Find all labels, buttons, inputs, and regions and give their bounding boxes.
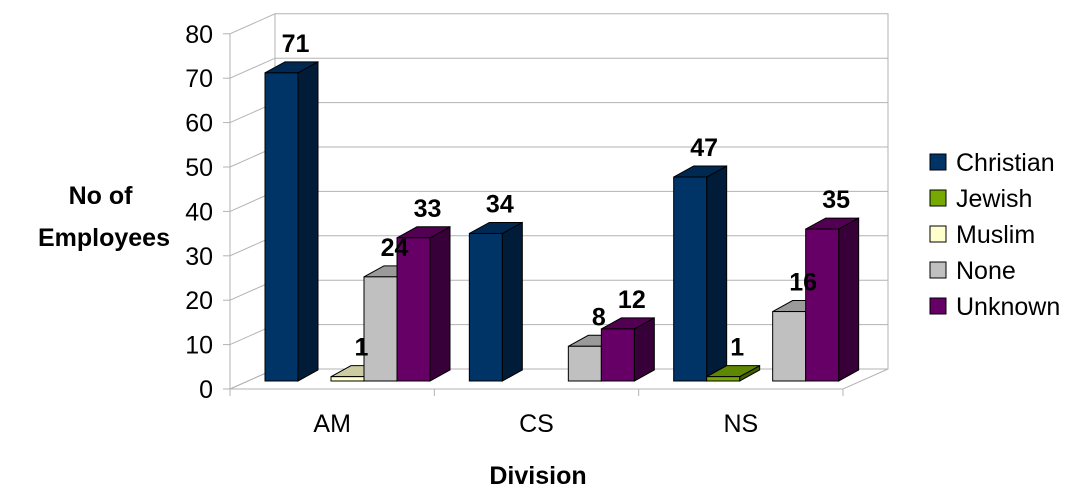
y-tick-label: 70 [185, 65, 213, 93]
bar-front [772, 311, 807, 382]
bar-side [501, 221, 523, 382]
y-axis-title-line-1: No of [69, 182, 134, 210]
data-label: 35 [822, 186, 850, 214]
bar-side [838, 217, 860, 382]
legend-swatch [929, 153, 947, 171]
y-tick-label: 30 [185, 243, 213, 271]
bar-front [706, 376, 741, 382]
bar-front [396, 237, 431, 382]
gridline [229, 57, 888, 79]
legend-item-jewish: Jewish [929, 185, 1032, 213]
bar-christian-ns [673, 165, 728, 382]
legend-swatch [929, 297, 947, 315]
bar-front [330, 376, 365, 382]
y-tick-label: 40 [185, 198, 213, 226]
y-tick-label: 50 [185, 154, 213, 182]
legend-label: Muslim [956, 221, 1035, 249]
data-label: 16 [789, 269, 817, 297]
y-axis-title-line-2: Employees [38, 224, 170, 252]
legend-label: None [956, 257, 1016, 285]
data-label: 24 [381, 234, 409, 262]
legend-item-unknown: Unknown [929, 293, 1060, 321]
bar-jewish-ns [706, 364, 761, 382]
bar-front [600, 328, 635, 382]
y-tick-label: 0 [199, 376, 213, 404]
y-axis-ticks: 0 10 20 30 40 50 60 70 80 [185, 21, 230, 404]
bars [264, 61, 860, 382]
bar-front [363, 276, 398, 382]
legend-label: Jewish [956, 185, 1032, 213]
x-tick-label: NS [723, 410, 758, 438]
bar-front [468, 232, 503, 382]
gridline [229, 190, 888, 212]
x-tick-label: CS [519, 410, 554, 438]
legend-swatch [929, 225, 947, 243]
bar-unknown-ns [805, 217, 860, 382]
bar-unknown-am [396, 225, 451, 382]
y-tick-label: 60 [185, 110, 213, 138]
x-tick-label: AM [313, 410, 351, 438]
bar-side [706, 165, 728, 382]
bar-front [673, 176, 708, 382]
data-label: 1 [355, 334, 369, 362]
bar-side [297, 61, 319, 382]
x-axis-ticks: AM CS NS [229, 389, 844, 438]
legend-label: Christian [956, 149, 1055, 177]
legend-swatch [929, 189, 947, 207]
data-label: 47 [690, 134, 718, 162]
y-axis-title: No of Employees [38, 182, 170, 252]
y-tick-label: 80 [185, 21, 213, 49]
bar-front [805, 228, 840, 382]
x-axis-title: Division [489, 462, 586, 490]
legend: Christian Jewish Muslim None Unknown [929, 149, 1060, 321]
legend-item-none: None [929, 257, 1016, 285]
data-label: 33 [414, 195, 442, 223]
y-tick-label: 20 [185, 287, 213, 315]
bar-front [264, 72, 299, 382]
data-label: 1 [730, 334, 744, 362]
bar-side [429, 225, 451, 382]
legend-item-muslim: Muslim [929, 221, 1035, 249]
gridline [229, 146, 888, 168]
gridlines [229, 57, 888, 346]
data-label: 8 [592, 303, 606, 331]
legend-item-christian: Christian [929, 149, 1055, 177]
gridline [229, 102, 888, 124]
y-tick-label: 10 [185, 332, 213, 360]
data-label: 34 [486, 190, 514, 218]
legend-swatch [929, 261, 947, 279]
data-label: 71 [282, 30, 310, 58]
bar-unknown-cs [600, 317, 655, 382]
bar-christian-cs [468, 221, 523, 382]
data-label: 12 [618, 286, 646, 314]
bar-front [567, 345, 602, 382]
bar-christian-am [264, 61, 319, 382]
gridline [229, 235, 888, 257]
legend-label: Unknown [956, 293, 1060, 321]
